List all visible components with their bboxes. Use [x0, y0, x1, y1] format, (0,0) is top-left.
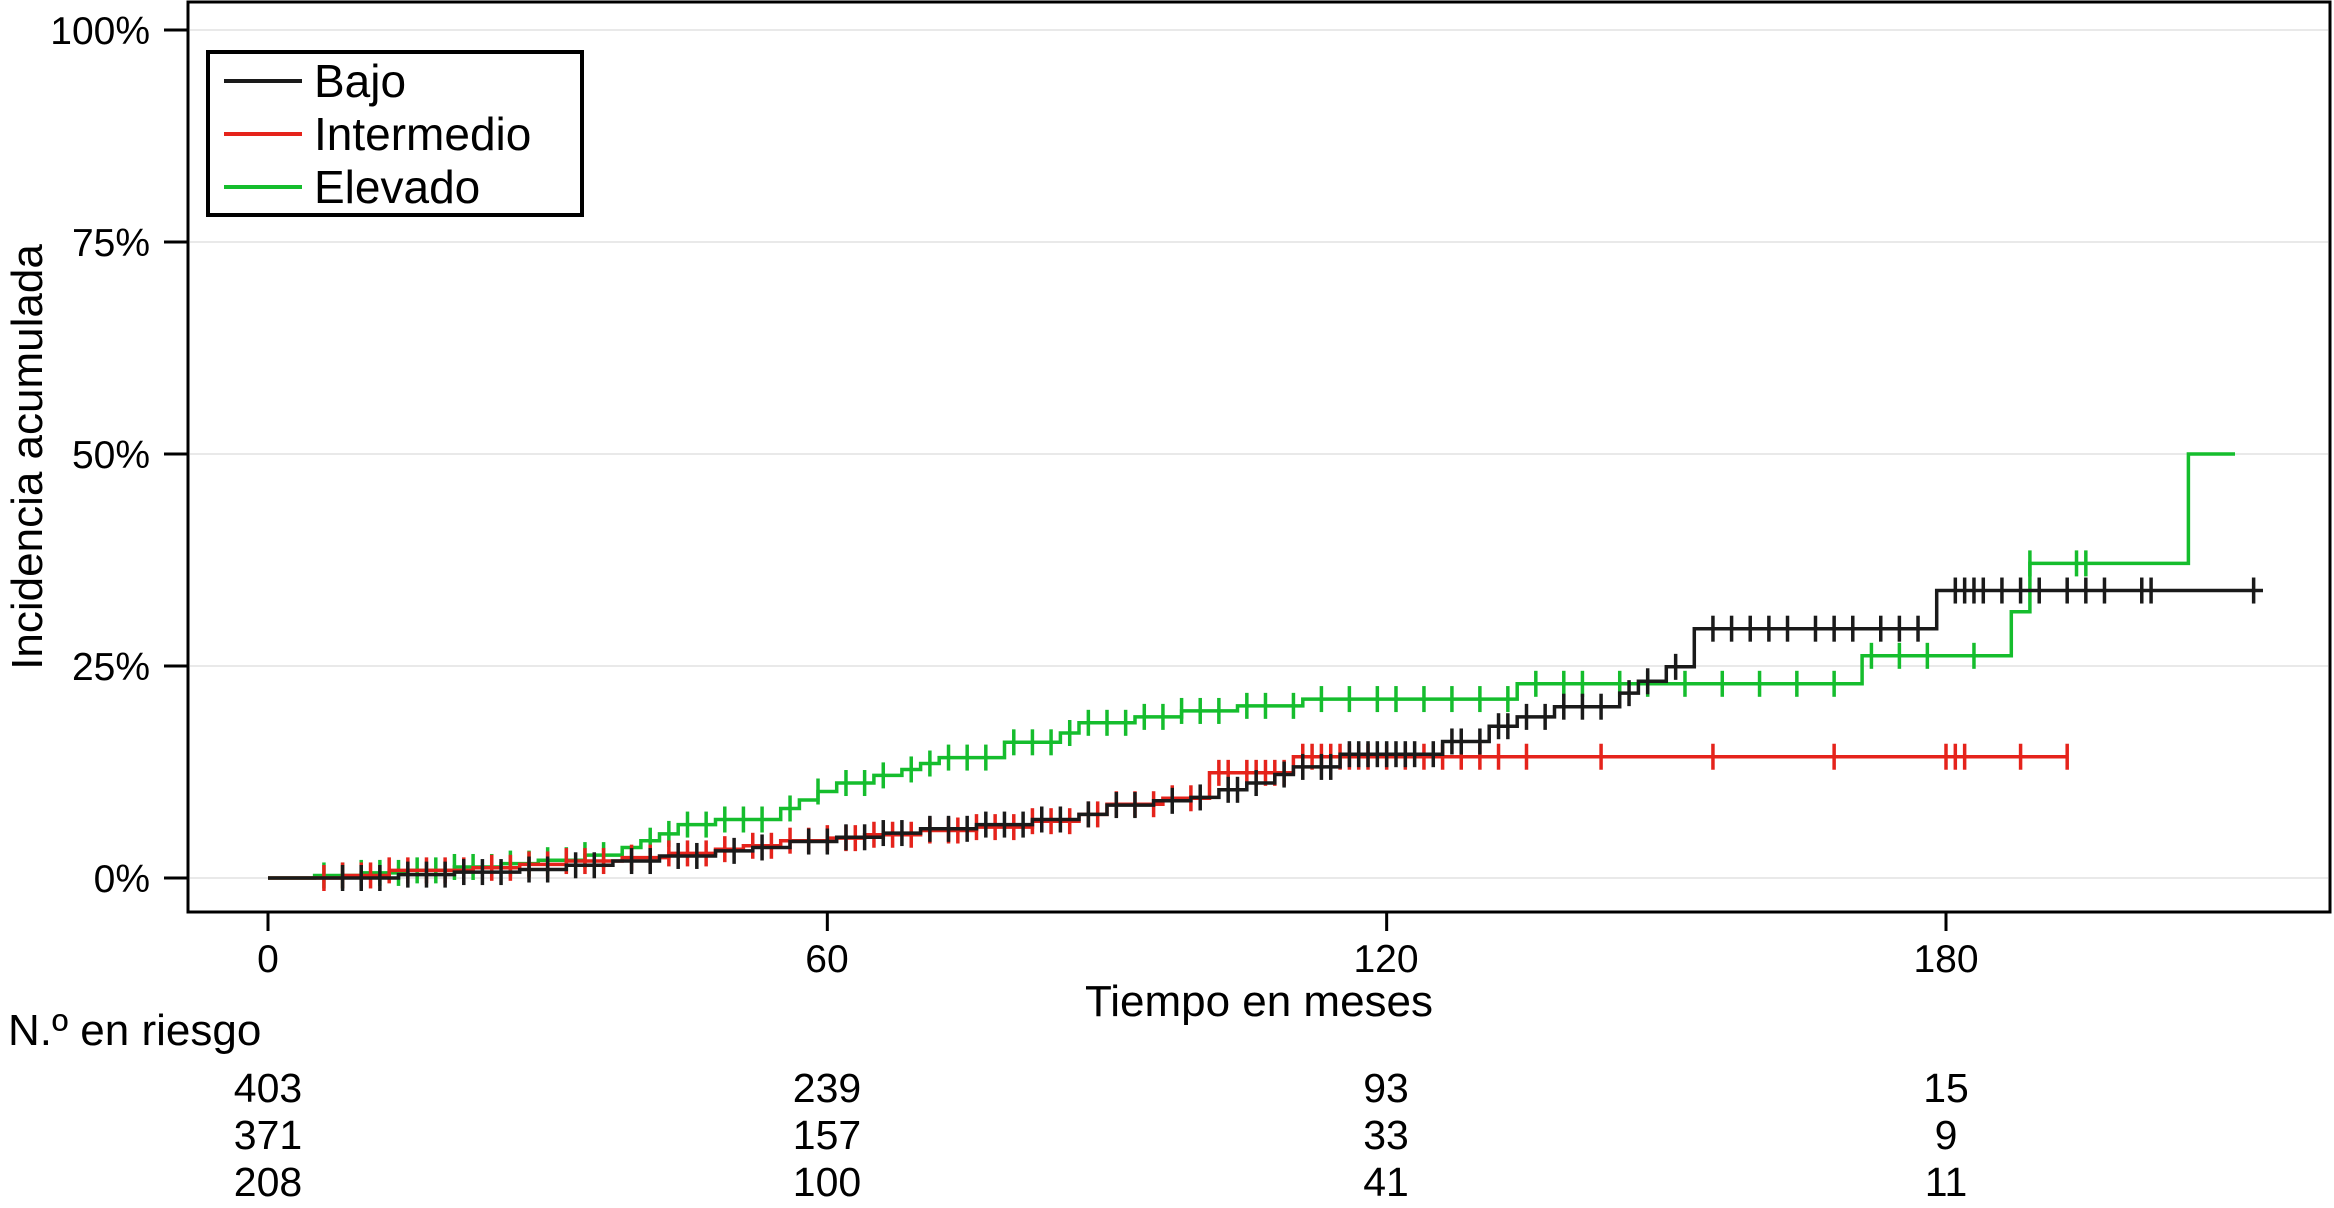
legend-label-bajo: Bajo — [314, 55, 406, 107]
y-tick-label-75: 75% — [72, 222, 150, 265]
risk-elevado-t120: 41 — [1363, 1159, 1409, 1205]
axis-tick-layer — [164, 28, 1948, 931]
risk-intermedio-t120: 33 — [1363, 1112, 1409, 1158]
y-tick-label-25: 25% — [72, 646, 150, 689]
legend: Bajo Intermedio Elevado — [206, 50, 584, 217]
risk-intermedio-t60: 157 — [793, 1112, 861, 1158]
curve-layer — [268, 452, 2263, 891]
x-tick-label-120: 120 — [1353, 938, 1418, 981]
y-tick-label-0: 0% — [94, 858, 150, 901]
legend-label-elevado: Elevado — [314, 161, 480, 213]
y-tick-label-50: 50% — [72, 434, 150, 477]
risk-elevado-t180: 11 — [1925, 1159, 1968, 1205]
risk-intermedio-t180: 9 — [1935, 1112, 1958, 1158]
y-axis-title: Incidencia acumulada — [3, 244, 52, 670]
risk-bajo-t120: 93 — [1363, 1065, 1409, 1111]
risk-bajo-t180: 15 — [1923, 1065, 1969, 1111]
y-tick-label-100: 100% — [50, 10, 150, 53]
x-tick-label-60: 60 — [805, 938, 848, 981]
risk-elevado-t0: 208 — [234, 1159, 302, 1205]
risk-table: N.º en riesgo 403 239 93 15 371 157 33 9… — [8, 1006, 1969, 1205]
x-tick-label-180: 180 — [1913, 938, 1978, 981]
risk-bajo-t0: 403 — [234, 1065, 302, 1111]
legend-label-intermedio: Intermedio — [314, 108, 531, 160]
risk-table-title: N.º en riesgo — [8, 1006, 261, 1055]
risk-elevado-t60: 100 — [793, 1159, 861, 1205]
plot-border — [186, 0, 2332, 914]
grid-layer — [190, 29, 2328, 879]
x-tick-label-0: 0 — [257, 938, 279, 981]
curve-bajo — [268, 588, 2263, 880]
x-axis-title: Tiempo en meses — [1085, 977, 1433, 1026]
risk-bajo-t60: 239 — [793, 1065, 861, 1111]
risk-intermedio-t0: 371 — [234, 1112, 302, 1158]
